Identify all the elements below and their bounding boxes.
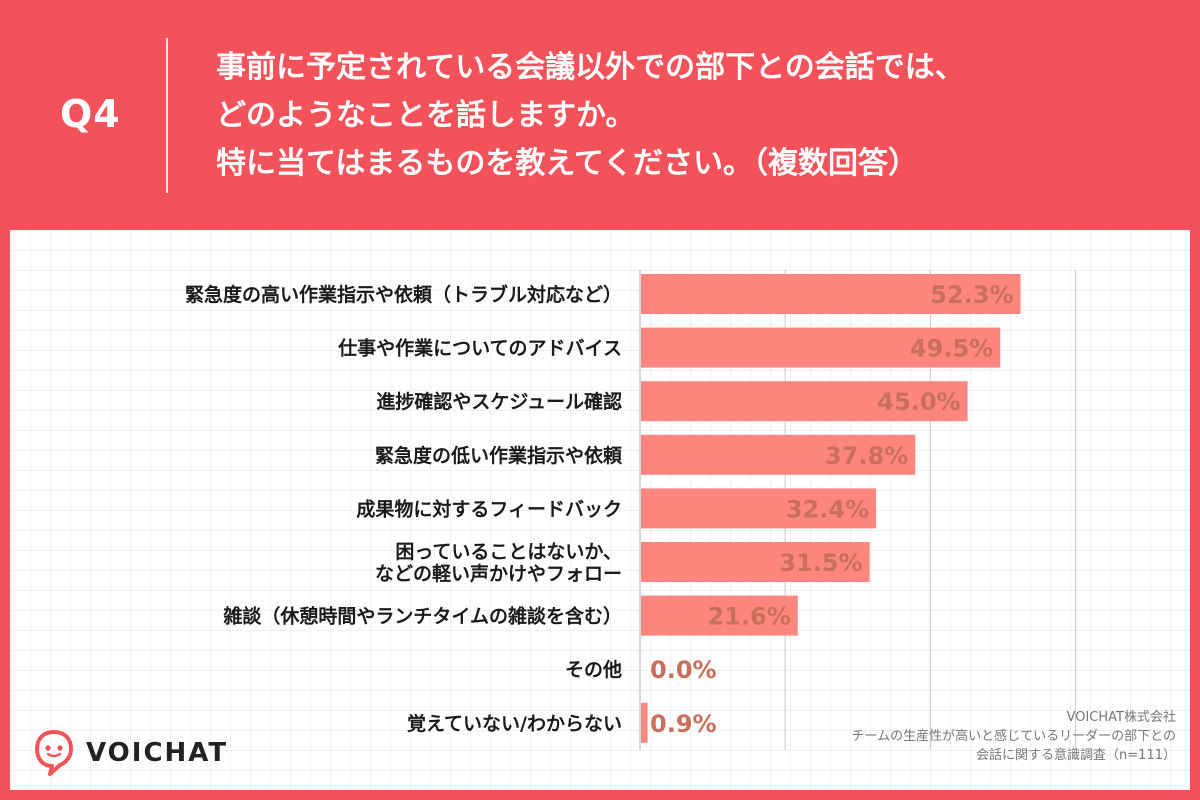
value-label: 45.0%: [877, 388, 960, 416]
bar: [641, 488, 877, 529]
category-label-line: などの軽い声かけやフォロー: [375, 562, 622, 585]
value-label: 0.0%: [650, 656, 717, 684]
category-label-line: 仕事や作業についてのアドバイス: [337, 337, 622, 360]
question-text: 事前に予定されている会議以外での部下との会話では、 どのようなことを話しますか。…: [216, 44, 965, 188]
category-label: その他: [565, 658, 622, 681]
value-label: 21.6%: [707, 603, 790, 631]
bar-chart: 52.3% 緊急度の高い作業指示や依頼（トラブル対応など） 49.5% 仕事や作業につ…: [185, 270, 1076, 750]
category-label-line: 進捗確認やスケジュール確認: [376, 390, 622, 413]
value-label: 0.9%: [650, 710, 717, 738]
category-label: 緊急度の低い作業指示や依頼: [375, 444, 623, 467]
category-label: 困っていることはないか、などの軽い声かけやフォロー: [375, 541, 622, 585]
credit-survey-line-2: 会話に関する意識調査（n=111）: [976, 748, 1176, 763]
brand-logo: VOICHAT: [34, 730, 228, 776]
header-divider: [166, 38, 168, 193]
bar: [641, 327, 1001, 368]
category-label: 緊急度の高い作業指示や依頼（トラブル対応など）: [185, 283, 622, 306]
credit-survey-line-1: チームの生産性が高いと感じているリーダーの部下との: [851, 729, 1176, 744]
category-label-line: その他: [565, 658, 622, 681]
category-label-line: 緊急度の高い作業指示や依頼（トラブル対応など）: [185, 283, 622, 306]
category-label: 成果物に対するフィードバック: [356, 497, 622, 520]
question-number: Q4: [60, 92, 121, 136]
category-label: 進捗確認やスケジュール確認: [376, 390, 622, 413]
category-label: 仕事や作業についてのアドバイス: [337, 337, 622, 360]
value-label: 52.3%: [930, 281, 1013, 309]
bar: [641, 274, 1021, 314]
category-label: 雑談（休憩時間やランチタイムの雑談を含む）: [222, 605, 622, 628]
bar: [641, 381, 968, 422]
credit-company: VOICHAT株式会社: [1066, 710, 1176, 725]
bar: [641, 702, 648, 743]
category-label-line: 困っていることはないか、: [395, 541, 622, 563]
category-label-line: 雑談（休憩時間やランチタイムの雑談を含む）: [222, 605, 622, 628]
category-label-line: 緊急度の低い作業指示や依頼: [375, 444, 623, 467]
category-label-line: 覚えていない/わからない: [407, 712, 622, 735]
question-line-2: どのようなことを話しますか。: [216, 98, 636, 133]
chart-panel: 52.3% 緊急度の高い作業指示や依頼（トラブル対応など） 49.5% 仕事や作業につ…: [10, 230, 1190, 790]
value-label: 37.8%: [825, 442, 908, 470]
category-label-line: 成果物に対するフィードバック: [356, 497, 622, 520]
logo-text: VOICHAT: [86, 738, 229, 768]
question-line-3: 特に当てはまるものを教えてください。（複数回答）: [216, 146, 918, 181]
voichat-logo-icon: [35, 730, 73, 776]
question-line-1: 事前に予定されている会議以外での部下との会話では、: [216, 50, 965, 85]
bar: [641, 542, 870, 582]
bar: [641, 595, 798, 636]
bar: [641, 434, 916, 475]
survey-credit: VOICHAT株式会社 チームの生産性が高いと感じているリーダーの部下との 会話…: [852, 708, 1176, 765]
header: Q4 事前に予定されている会議以外での部下との会話では、 どのようなことを話しま…: [0, 0, 1200, 230]
value-label: 49.5%: [910, 335, 993, 363]
value-label: 32.4%: [786, 495, 869, 523]
value-label: 31.5%: [779, 549, 862, 577]
category-label: 覚えていない/わからない: [407, 712, 622, 735]
